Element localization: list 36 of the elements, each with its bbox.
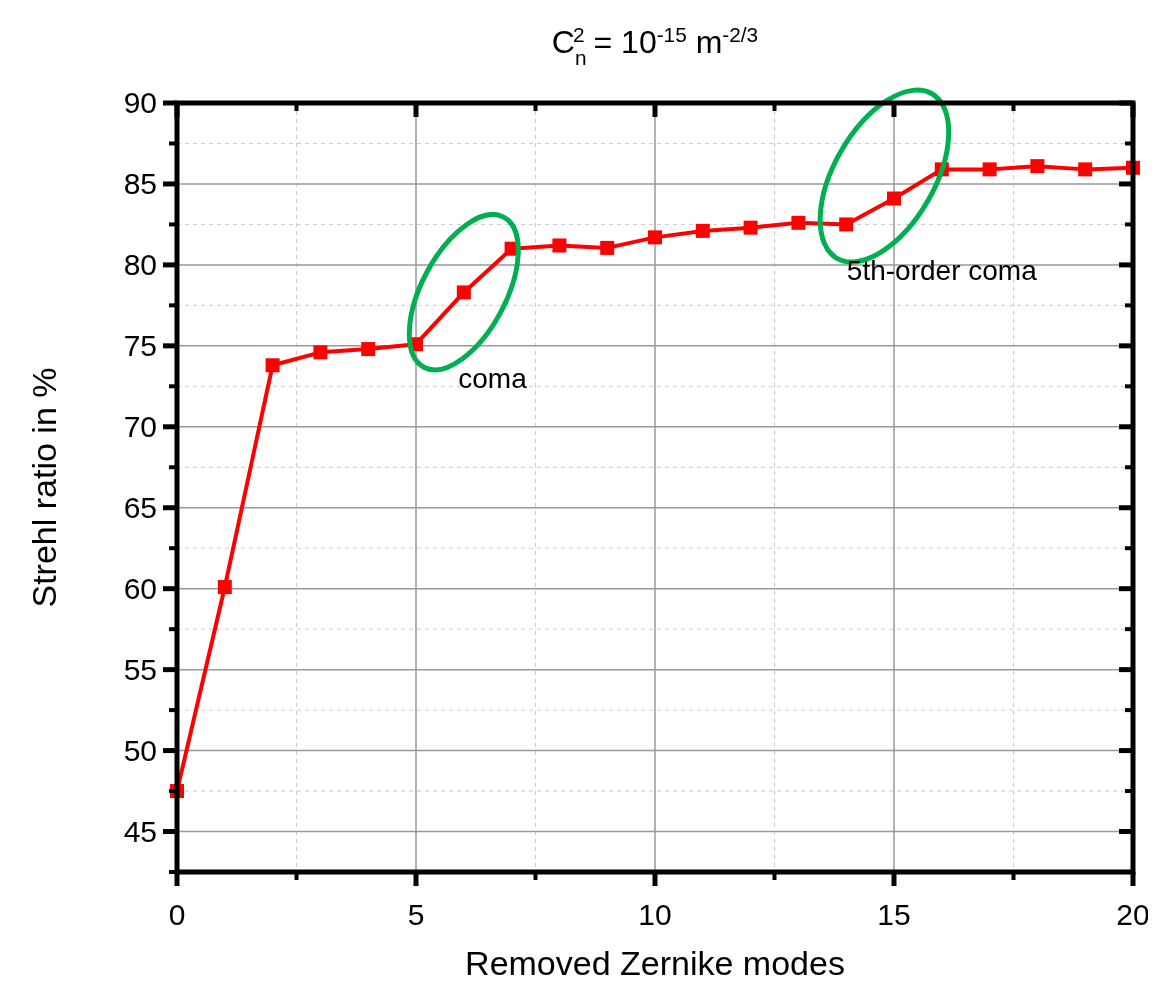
x-tick-label: 15 [877,898,911,931]
point [887,191,901,206]
chart-title: C$_{n}$$^{2}$ = 10$^{-15}$ m$^{-2/3}$ [551,22,759,69]
annotation: coma [458,362,528,394]
x-tick-label: 5 [407,898,425,931]
annotation: 5th-order coma [846,254,1038,286]
x-tick-label: 0 [168,898,186,931]
y-axis-title: Strehl ratio in % [25,367,63,608]
y-tick-label: 70 [123,409,157,443]
y-tick-label: 90 [123,86,157,119]
point [791,215,806,230]
x-axis-title: Removed Zernike modes [465,944,845,982]
point [217,580,232,595]
y-tick-label: 65 [123,490,157,524]
point [552,238,567,253]
point [1030,159,1045,174]
point [982,162,997,177]
y-tick-label: 55 [123,652,157,686]
point [313,345,328,360]
x-tick-label: 20 [1116,898,1150,931]
point [1078,162,1093,177]
point [839,217,854,232]
point [648,230,662,245]
y-tick-label: 80 [123,247,157,281]
point [695,223,710,238]
point [600,240,615,255]
y-tick-label: 75 [123,328,157,362]
point [456,285,471,300]
x-tick-label: 10 [638,898,672,931]
y-tick-label: 45 [123,814,157,848]
y-tick-label: 50 [123,733,157,767]
point [361,342,376,357]
y-tick-label: 85 [123,166,157,200]
point [265,358,280,373]
point [743,220,758,235]
y-tick-label: 60 [123,571,157,605]
